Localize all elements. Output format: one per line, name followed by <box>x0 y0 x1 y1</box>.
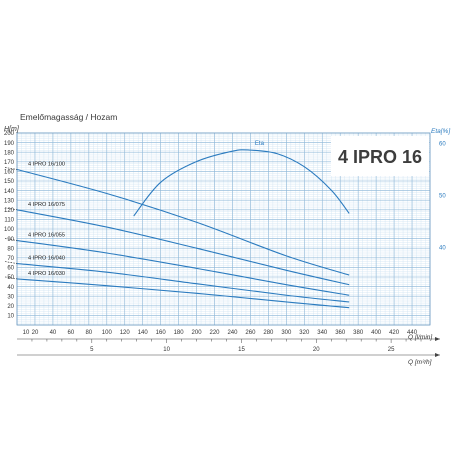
y-tick-label: 190 <box>4 141 15 147</box>
series-label: 4 IPRO 16/055 <box>28 233 65 239</box>
y-tick-label: 110 <box>4 218 14 224</box>
x2-tick-label: 15 <box>238 347 245 353</box>
model-name: 4 IPRO 16 <box>338 147 422 167</box>
eta-tick-label: 50 <box>439 193 446 199</box>
x2-axis-arrow <box>435 353 440 357</box>
x-tick-label: 10 <box>23 330 30 336</box>
x-tick-label: 440 <box>407 330 418 336</box>
x-tick-label: 160 <box>156 330 167 336</box>
x2-tick-label: 25 <box>388 347 395 353</box>
x-tick-label: 260 <box>245 330 256 336</box>
series-label: 4 IPRO 16/100 <box>28 161 65 167</box>
x-tick-label: 140 <box>138 330 149 336</box>
series-label: 4 IPRO 16/030 <box>28 271 65 277</box>
x-axis-label: Q [l/min] <box>408 334 432 341</box>
y-tick-label: 180 <box>4 150 15 156</box>
eta-axis-label: Eta[%] <box>431 128 450 135</box>
y-tick-label: 30 <box>7 294 14 300</box>
y-tick-label: 100 <box>4 227 15 233</box>
y-tick-label: 170 <box>4 160 15 166</box>
x-tick-label: 220 <box>210 330 221 336</box>
eta-curve-layer: Eta <box>133 141 350 217</box>
x-tick-label: 400 <box>371 330 382 336</box>
series-line <box>16 168 350 276</box>
x-tick-label: 80 <box>85 330 92 336</box>
x2-tick-label: 10 <box>163 347 170 353</box>
series-line <box>16 209 350 286</box>
x-axis-ticks: 10 20 40 60 80 100 120 140 160 180 200 220 240 260 280… <box>17 330 440 341</box>
plot-border <box>16 132 431 326</box>
x-tick-label: 240 <box>227 330 238 336</box>
x-tick-label: 360 <box>335 330 346 336</box>
series-line <box>16 239 350 296</box>
y-axis-ticks: 1020304050607080901001101201301401501601… <box>4 131 15 319</box>
y-tick-label: 80 <box>7 246 14 252</box>
x-tick-label: 380 <box>353 330 364 336</box>
y-tick-label: 10 <box>7 314 14 320</box>
series-lead-in <box>4 261 18 264</box>
chart-title: Emelőmagasság / Hozam <box>20 112 117 122</box>
series-label: 4 IPRO 16/040 <box>28 256 65 262</box>
x-axis-arrow <box>435 337 440 341</box>
series-line <box>16 278 350 309</box>
model-label-box: 4 IPRO 16 <box>331 136 429 176</box>
eta-line <box>133 149 350 217</box>
series-line <box>16 263 350 303</box>
x2-tick-label: 5 <box>90 347 94 353</box>
x-tick-label: 180 <box>174 330 185 336</box>
eta-curve-label: Eta <box>255 141 265 147</box>
y-tick-label: 140 <box>4 189 15 195</box>
series-lead-in <box>4 276 18 280</box>
y-tick-label: 40 <box>7 285 14 291</box>
x-tick-label: 100 <box>102 330 113 336</box>
y-tick-label: 130 <box>4 198 15 204</box>
series-lead-in <box>4 238 18 241</box>
series-lead-in <box>4 207 18 211</box>
x-tick-label: 420 <box>389 330 400 336</box>
x-tick-label: 40 <box>50 330 57 336</box>
y-tick-label: 60 <box>7 266 14 272</box>
y-tick-label: 20 <box>7 304 14 310</box>
y-tick-label: 120 <box>4 208 15 214</box>
y-axis-label: H[m] <box>4 126 20 133</box>
series-label: 4 IPRO 16/075 <box>28 202 65 208</box>
series-lines <box>4 167 350 309</box>
x-tick-label: 280 <box>263 330 274 336</box>
y-tick-label: 150 <box>4 179 15 185</box>
x-axis-secondary-label: Q [m³/h] <box>408 359 432 366</box>
plot-frame <box>16 132 431 326</box>
y-tick-label: 200 <box>4 131 15 137</box>
series-labels: 4 IPRO 16/100 4 IPRO 16/075 4 IPRO 16/055 4… <box>28 161 65 276</box>
x-axis-secondary-ticks: 5 10 15 20 25 <box>17 339 440 357</box>
x-tick-label: 20 <box>32 330 39 336</box>
x-tick-label: 340 <box>317 330 328 336</box>
y-tick-label: 160 <box>4 170 15 176</box>
y-tick-label: 70 <box>7 256 14 262</box>
x2-tick-label: 20 <box>313 347 320 353</box>
eta-tick-label: 60 <box>439 142 446 148</box>
x-tick-label: 200 <box>192 330 203 336</box>
x-tick-label: 60 <box>68 330 75 336</box>
x-tick-label: 120 <box>120 330 131 336</box>
series-lead-in <box>4 167 18 170</box>
eta-axis-ticks: 40 50 60 <box>439 142 446 252</box>
x-tick-label: 300 <box>281 330 292 336</box>
x-tick-label: 320 <box>299 330 310 336</box>
eta-tick-label: 40 <box>439 245 446 251</box>
